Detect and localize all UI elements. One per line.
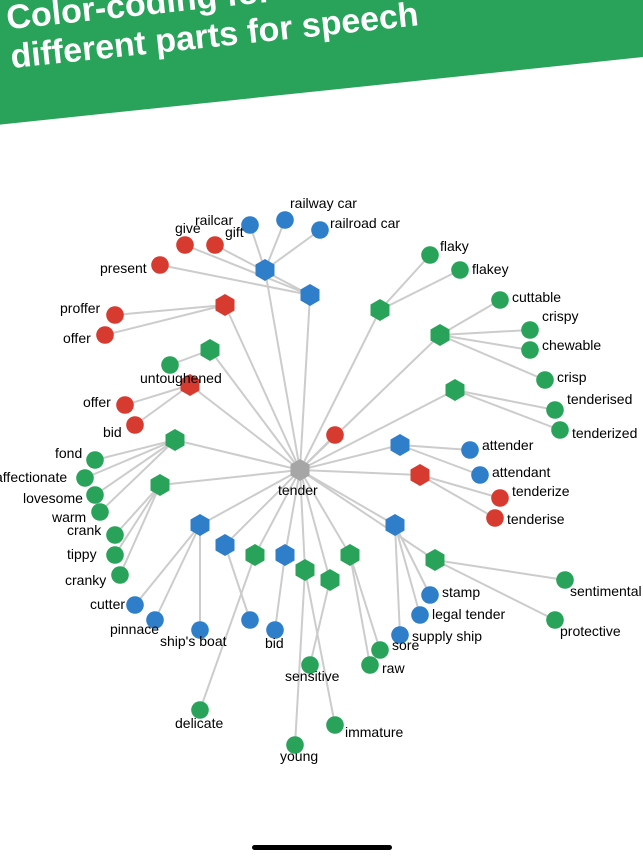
- graph-node: [176, 236, 194, 254]
- graph-node: [326, 716, 344, 734]
- graph-edge: [300, 310, 380, 470]
- graph-node: [246, 544, 265, 566]
- graph-node: [491, 489, 509, 507]
- graph-node: [111, 566, 129, 584]
- graph-node: [446, 379, 465, 401]
- graph-node: [556, 571, 574, 589]
- graph-node: [341, 544, 360, 566]
- graph-edge: [455, 390, 560, 430]
- graph-node: [151, 256, 169, 274]
- graph-node: [276, 544, 295, 566]
- graph-edge: [160, 470, 300, 485]
- graph-node: [321, 569, 340, 591]
- graph-edge: [125, 385, 190, 405]
- graph-node: [256, 259, 275, 281]
- graph-node: [216, 294, 235, 316]
- graph-edge: [300, 470, 420, 475]
- home-indicator: [252, 845, 392, 850]
- graph-edge: [455, 390, 555, 410]
- graph-node: [391, 434, 410, 456]
- graph-node: [86, 486, 104, 504]
- graph-node: [461, 441, 479, 459]
- graph-node: [546, 401, 564, 419]
- graph-edge: [120, 485, 160, 575]
- graph-node: [451, 261, 469, 279]
- graph-node: [146, 611, 164, 629]
- graph-edge: [380, 270, 460, 310]
- graph-node: [126, 596, 144, 614]
- graph-node: [86, 451, 104, 469]
- graph-node: [551, 421, 569, 439]
- graph-node: [296, 559, 315, 581]
- graph-edge: [300, 295, 310, 470]
- graph-node: [426, 549, 445, 571]
- graph-edge: [275, 555, 285, 630]
- graph-node: [546, 611, 564, 629]
- graph-edge: [225, 305, 300, 470]
- graph-edge: [440, 335, 530, 350]
- graph-node: [471, 466, 489, 484]
- graph-edge: [160, 265, 310, 295]
- graph-node: [421, 246, 439, 264]
- graph-node: [491, 291, 509, 309]
- graph-edge: [300, 390, 455, 470]
- graph-node: [371, 641, 389, 659]
- graph-node: [391, 626, 409, 644]
- graph-node: [411, 464, 430, 486]
- graph-node: [276, 211, 294, 229]
- graph-edge: [300, 470, 395, 525]
- graph-node: [536, 371, 554, 389]
- graph-edge: [265, 270, 300, 470]
- graph-node: [326, 426, 344, 444]
- graph-edge: [295, 570, 305, 745]
- graph-node: [106, 546, 124, 564]
- graph-edge: [380, 255, 430, 310]
- graph-node: [91, 503, 109, 521]
- graph-node: [161, 356, 179, 374]
- graph-node: [191, 621, 209, 639]
- graph-edge: [300, 470, 350, 555]
- graph-edge: [300, 445, 400, 470]
- graph-node: [411, 606, 429, 624]
- graph-node: [386, 514, 405, 536]
- graph-node: [76, 469, 94, 487]
- graph-node: [301, 284, 320, 306]
- graph-node: [266, 621, 284, 639]
- graph-node: [106, 526, 124, 544]
- graph-node: [106, 306, 124, 324]
- graph-node: [126, 416, 144, 434]
- graph-node: [116, 396, 134, 414]
- graph-node: [486, 509, 504, 527]
- graph-node: [311, 221, 329, 239]
- graph-node: [286, 736, 304, 754]
- graph-edge: [115, 485, 160, 555]
- graph-edge: [305, 570, 335, 725]
- graph-edge: [100, 440, 175, 512]
- graph-edge: [440, 330, 530, 335]
- graph-node: [421, 586, 439, 604]
- graph-node: [206, 236, 224, 254]
- banner-text: Color-coding for different parts for spe…: [4, 0, 420, 77]
- graph-node: [181, 374, 200, 396]
- graph-edge: [185, 245, 310, 295]
- graph-node: [241, 216, 259, 234]
- word-graph: [0, 0, 643, 858]
- graph-node: [96, 326, 114, 344]
- graph-node: [191, 701, 209, 719]
- graph-node: [241, 611, 259, 629]
- graph-node: [361, 656, 379, 674]
- graph-node: [521, 321, 539, 339]
- graph-node: [301, 656, 319, 674]
- graph-node: [521, 341, 539, 359]
